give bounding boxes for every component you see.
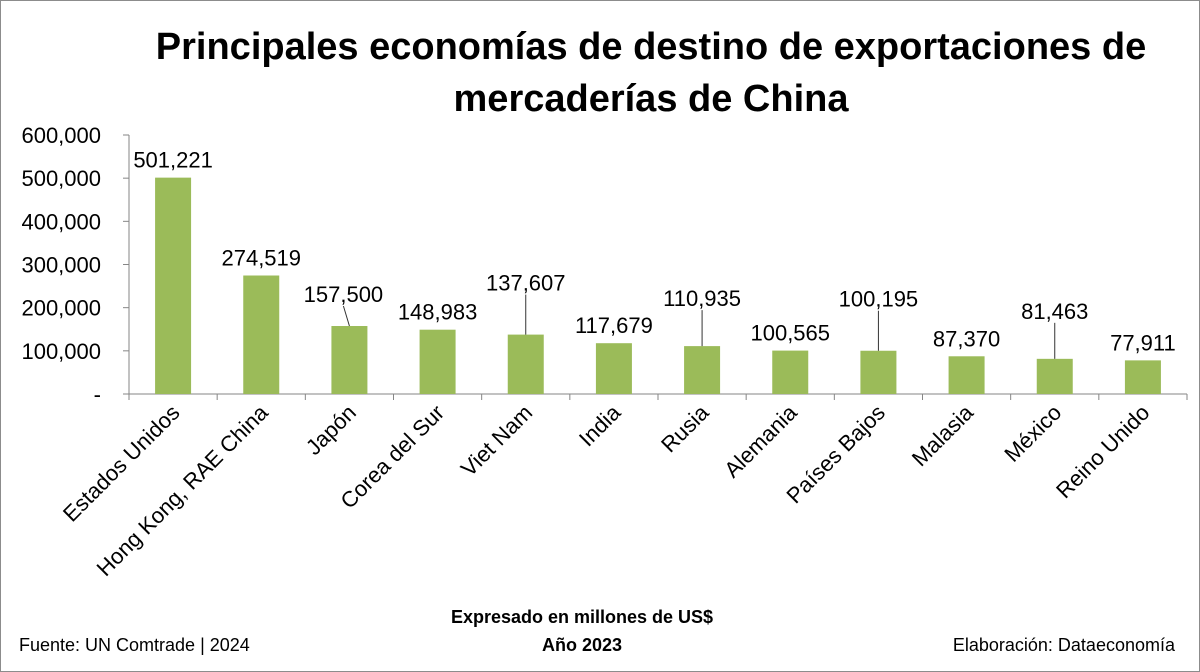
y-tick-label: 300,000 <box>21 253 101 278</box>
data-label: 137,607 <box>486 271 566 296</box>
y-tick-label: 600,000 <box>21 123 101 148</box>
data-label: 501,221 <box>133 148 213 173</box>
data-label: 148,983 <box>398 300 478 325</box>
year-note: Año 2023 <box>541 635 623 655</box>
bar-chart: - 100,000 200,000 300,000 400,000 500,000 600,… <box>21 123 1188 581</box>
bar <box>684 346 721 394</box>
bar <box>860 350 897 394</box>
data-label: 117,679 <box>575 313 653 338</box>
y-tick-label: 400,000 <box>21 209 101 234</box>
y-tick-label: 200,000 <box>21 296 101 321</box>
bar <box>1124 360 1161 394</box>
category-label: Japón <box>301 400 361 460</box>
bar <box>595 343 632 394</box>
bar <box>243 275 280 394</box>
y-tick-label: 500,000 <box>21 166 101 191</box>
category-label: Alemania <box>719 399 802 482</box>
data-label: 100,195 <box>839 287 919 312</box>
data-label: 87,370 <box>933 326 1000 351</box>
category-label: Malasia <box>907 399 979 471</box>
source-note: Fuente: UN Comtrade | 2024 <box>19 635 250 655</box>
y-tick-label: - <box>94 382 101 407</box>
bar <box>772 350 809 394</box>
units-note: Expresado en millones de US$ <box>450 607 714 627</box>
data-label: 110,935 <box>663 286 741 311</box>
bar <box>1036 358 1073 394</box>
leader-line <box>342 305 350 327</box>
category-label: Hong Kong, RAE China <box>92 399 274 581</box>
data-label: 157,500 <box>304 282 384 307</box>
data-label: 100,565 <box>750 321 830 346</box>
bar <box>419 329 456 394</box>
data-label: 274,519 <box>221 245 301 270</box>
credit-note: Elaboración: Dataeconomía <box>952 635 1175 655</box>
category-label: México <box>999 400 1066 467</box>
category-label: Viet Nam <box>456 400 537 481</box>
bar <box>948 356 985 394</box>
bar <box>507 334 544 394</box>
y-tick-label: 100,000 <box>21 339 101 364</box>
data-label: 77,911 <box>1110 330 1176 355</box>
category-label: India <box>574 399 626 451</box>
chart-title: Principales economías de destino de expo… <box>155 26 1147 120</box>
bar <box>155 177 192 394</box>
data-label: 81,463 <box>1021 299 1088 324</box>
category-label: Reino Unido <box>1051 400 1154 503</box>
category-label: Rusia <box>656 399 714 457</box>
bar <box>331 326 368 394</box>
